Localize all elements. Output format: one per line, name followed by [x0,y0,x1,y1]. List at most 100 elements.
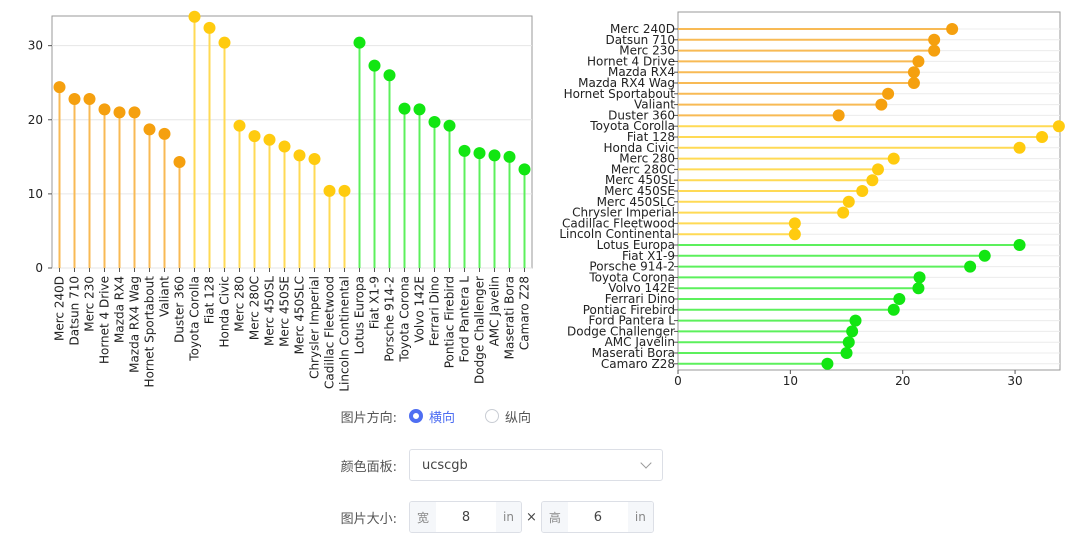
y-tick-label: Volvo 142E [608,281,675,295]
y-tick-label: 0 [35,261,43,275]
lollipop-point [518,163,531,176]
lollipop-point [383,69,396,82]
lollipop-point [842,195,855,208]
lollipop-point [68,93,81,106]
x-tick-label: AMC Javelin [488,276,502,346]
lollipop-point [203,21,216,34]
lollipop-point [887,152,900,165]
y-tick-label: Mazda RX4 [608,65,675,79]
size-label: 图片大小: [340,511,397,527]
lollipop-point [912,55,925,68]
lollipop-point [866,174,879,187]
x-tick-label: Maserati Bora [503,276,517,359]
x-tick-label: Porsche 914-2 [383,276,397,362]
chevron-down-icon [640,457,652,469]
lollipop-point [875,98,888,111]
lollipop-point [143,123,156,136]
palette-select[interactable]: ucscgb [409,449,663,481]
lollipop-point [428,115,441,128]
lollipop-point [353,36,366,49]
y-tick-label: Valiant [634,98,675,112]
orientation-label: 图片方向: [340,410,397,426]
lollipop-point [1013,239,1026,251]
y-tick-label: Maserati Bora [592,346,675,360]
x-tick-label: Merc 230 [83,276,97,332]
y-tick-label: Hornet 4 Drive [587,54,675,68]
lollipop-point [837,206,850,219]
x-tick-label: Mazda RX4 Wag [128,276,142,373]
width-prefix: 宽 [410,502,437,532]
lollipop-point [128,106,141,119]
x-tick-label: Volvo 142E [413,276,427,343]
x-tick-label: Pontiac Firebird [443,276,457,368]
lollipop-point [1013,141,1026,154]
y-tick-label: Dodge Challenger [567,324,675,338]
y-tick-label: Pontiac Firebird [583,303,675,317]
y-tick-label: Ford Pantera L [588,314,675,328]
height-prefix: 高 [541,502,568,532]
times-sign: × [525,509,537,525]
lollipop-point [98,103,111,116]
height-input-group: 高 in [540,501,654,533]
x-tick-label: Cadillac Fleetwood [323,276,337,389]
orientation-row: 图片方向: 横向 纵向 [327,400,561,432]
x-tick-label: Merc 280C [248,276,262,340]
x-tick-label: 0 [674,374,682,388]
x-tick-label: Honda Civic [218,276,232,348]
x-tick-label: Datsun 710 [68,276,82,345]
y-tick-label: Fiat X1-9 [622,249,675,263]
lollipop-point [842,336,855,349]
x-tick-label: Valiant [158,276,172,317]
lollipop-point [821,357,834,370]
width-unit: in [496,502,521,532]
y-tick-label: Merc 450SE [604,184,675,198]
y-tick-label: Mazda RX4 Wag [578,76,675,90]
lollipop-point [978,249,991,262]
lollipop-point [856,185,869,197]
lollipop-point [788,228,801,241]
lollipop-point [278,140,291,153]
palette-row: 颜色面板: ucscgb [327,449,663,481]
lollipop-point [443,119,456,132]
lollipop-point [323,184,336,197]
lollipop-point [907,66,920,79]
lollipop-point [946,23,959,35]
lollipop-point [53,81,66,94]
y-tick-label: Toyota Corona [588,270,675,284]
x-tick-label: Ferrari Dino [428,276,442,346]
lollipop-point [308,153,321,166]
lollipop-point [263,133,276,146]
radio-landscape-label: 横向 [429,410,456,426]
y-tick-label: Lincoln Continental [559,227,675,241]
x-tick-label: Merc 450SL [263,276,277,346]
x-tick-label: Toyota Corolla [188,276,202,362]
y-tick-label: Merc 230 [619,44,675,58]
lollipop-point [788,217,801,230]
x-tick-label: Merc 240D [53,276,67,341]
x-tick-label: 20 [895,374,910,388]
radio-landscape[interactable]: 横向 [409,407,455,426]
lollipop-point [158,127,171,140]
lollipop-point [928,33,941,46]
lollipop-point [218,36,231,49]
lollipop-point [413,103,426,116]
y-tick-label: 20 [28,113,43,127]
lollipop-point [840,347,853,359]
height-input[interactable] [567,508,628,526]
x-tick-label: Fiat X1-9 [368,276,382,329]
lollipop-point [887,303,900,316]
x-tick-label: Duster 360 [173,276,187,343]
lollipop-point [488,149,501,162]
y-tick-label: Merc 450SLC [597,195,675,209]
y-tick-label: Fiat 128 [627,130,675,144]
x-tick-label: Mazda RX4 [113,276,127,343]
lollipop-point [248,130,261,143]
x-tick-label: Hornet 4 Drive [98,276,112,364]
lollipop-point [398,102,411,115]
radio-portrait[interactable]: 纵向 [485,407,531,426]
y-tick-label: Porsche 914-2 [589,260,675,274]
y-tick-label: Chrysler Imperial [572,206,675,220]
lollipop-point [907,77,920,89]
width-input[interactable] [436,508,497,526]
